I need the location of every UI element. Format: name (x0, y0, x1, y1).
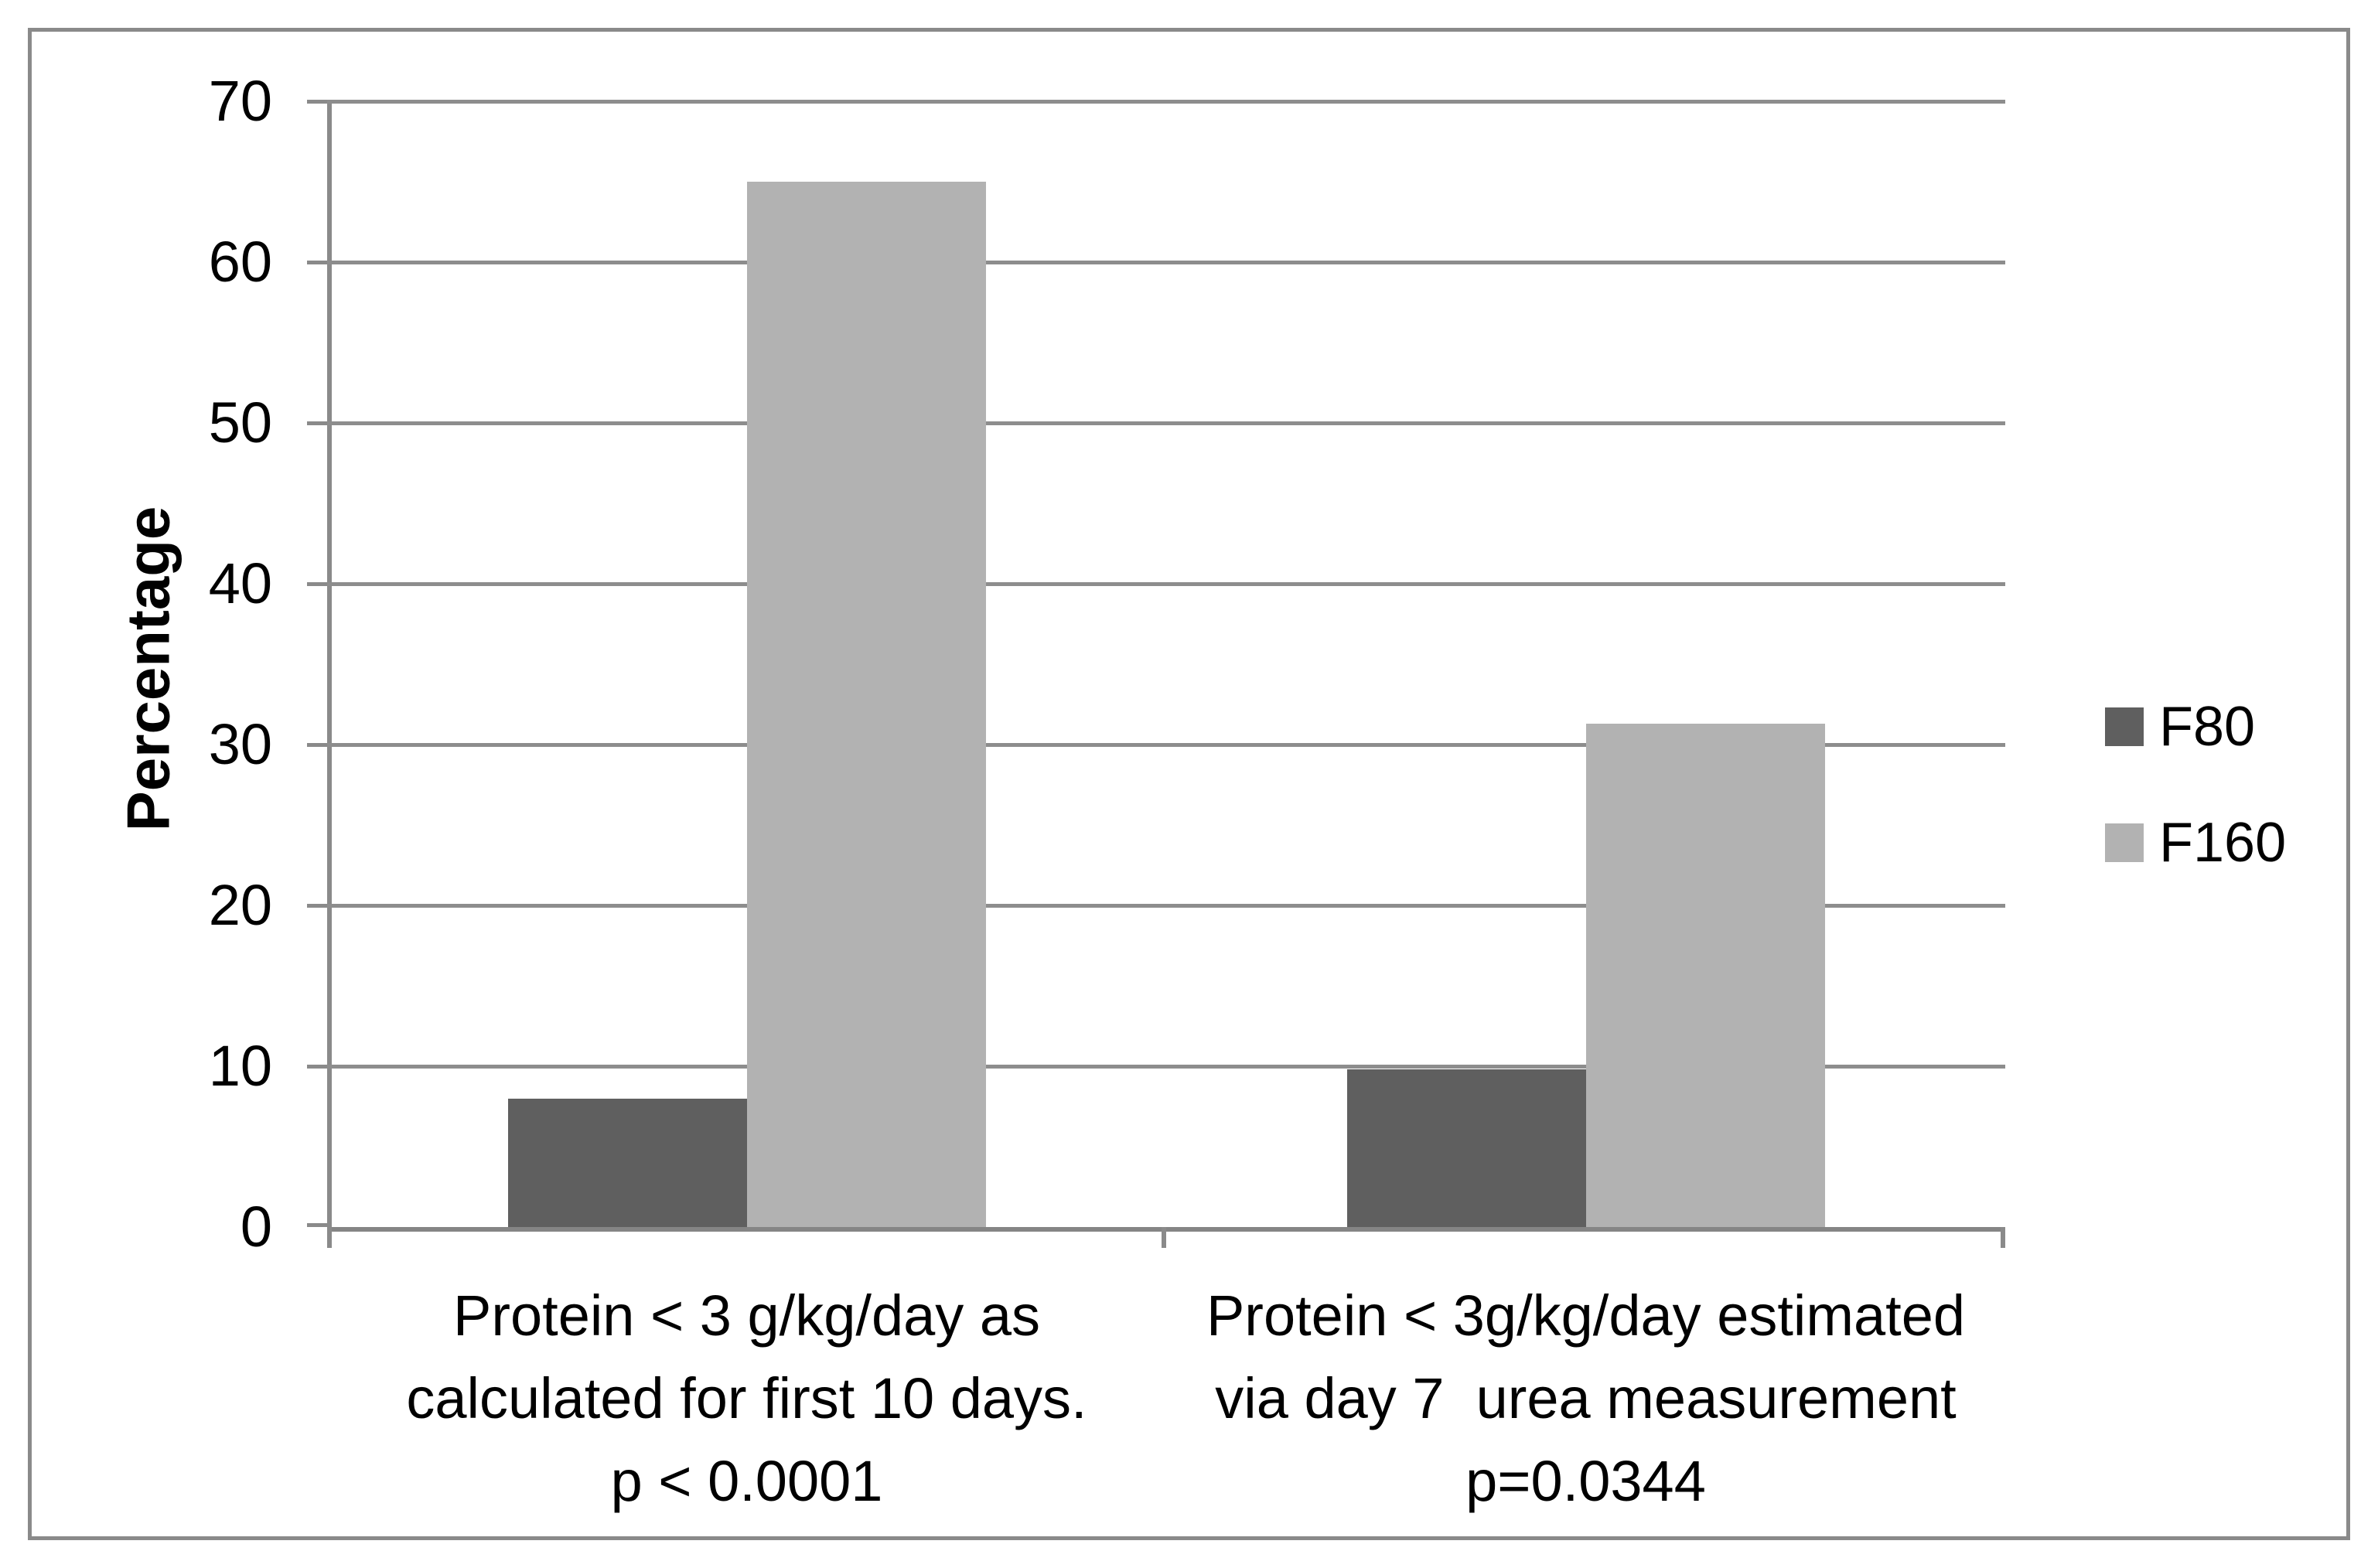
x-category-label-line: Protein < 3 g/kg/day as (453, 1283, 1040, 1348)
bar-f160-category1 (746, 182, 986, 1227)
gridline-y70 (327, 100, 2005, 104)
x-category-label-1: Protein < 3 g/kg/day as calculated for fi… (322, 1274, 1172, 1522)
x-category-label-line: calculated for first 10 days. (406, 1366, 1087, 1430)
y-axis-tick-mark-50 (307, 421, 327, 425)
y-axis-tick-mark-60 (307, 261, 327, 264)
legend-entry-f80: F80 (2105, 696, 2256, 758)
bar-f160-category2 (1585, 723, 1825, 1227)
y-axis-tick-mark-30 (307, 743, 327, 747)
x-category-label-line: p=0.0344 (1465, 1449, 1706, 1513)
gridline-y10 (327, 1065, 2005, 1069)
legend-label-f80: F80 (2159, 696, 2256, 758)
legend-swatch-f80 (2105, 707, 2144, 746)
x-category-label-line: p < 0.0001 (610, 1449, 883, 1513)
x-axis-tick-mark-1 (1162, 1227, 1166, 1248)
y-tick-label-70: 70 (208, 69, 272, 133)
y-axis-tick-mark-20 (307, 904, 327, 908)
y-tick-label-40: 40 (208, 551, 272, 615)
y-tick-label-50: 50 (208, 390, 272, 455)
plot-area (307, 100, 2005, 1248)
gridline-y60 (327, 261, 2005, 264)
x-axis-tick-mark-2 (2001, 1227, 2005, 1248)
bar-f80-category2 (1346, 1069, 1586, 1227)
y-tick-label-20: 20 (208, 873, 272, 937)
y-axis-tick-mark-0 (307, 1223, 327, 1227)
gridline-y20 (327, 904, 2005, 908)
y-axis-tick-mark-10 (307, 1065, 327, 1069)
gridline-y40 (327, 582, 2005, 586)
y-axis-line (327, 101, 332, 1248)
gridline-y50 (327, 421, 2005, 425)
legend-entry-f160: F160 (2105, 812, 2287, 874)
y-tick-label-30: 30 (208, 712, 272, 776)
y-tick-label-60: 60 (208, 230, 272, 294)
x-category-label-line: via day 7 urea measurement (1215, 1366, 1957, 1430)
x-category-label-line: Protein < 3g/kg/day estimated (1206, 1283, 1966, 1348)
legend-label-f160: F160 (2159, 812, 2287, 874)
y-axis-tick-mark-70 (307, 100, 327, 104)
y-axis-tick-mark-40 (307, 582, 327, 586)
y-tick-label-0: 0 (240, 1195, 272, 1259)
bar-f80-category1 (507, 1098, 747, 1227)
x-category-label-2: Protein < 3g/kg/day estimated via day 7 u… (1161, 1274, 2011, 1522)
y-tick-label-10: 10 (208, 1034, 272, 1098)
chart-outer-border (28, 28, 2350, 1540)
legend-swatch-f160 (2105, 823, 2144, 862)
gridline-y30 (327, 743, 2005, 747)
